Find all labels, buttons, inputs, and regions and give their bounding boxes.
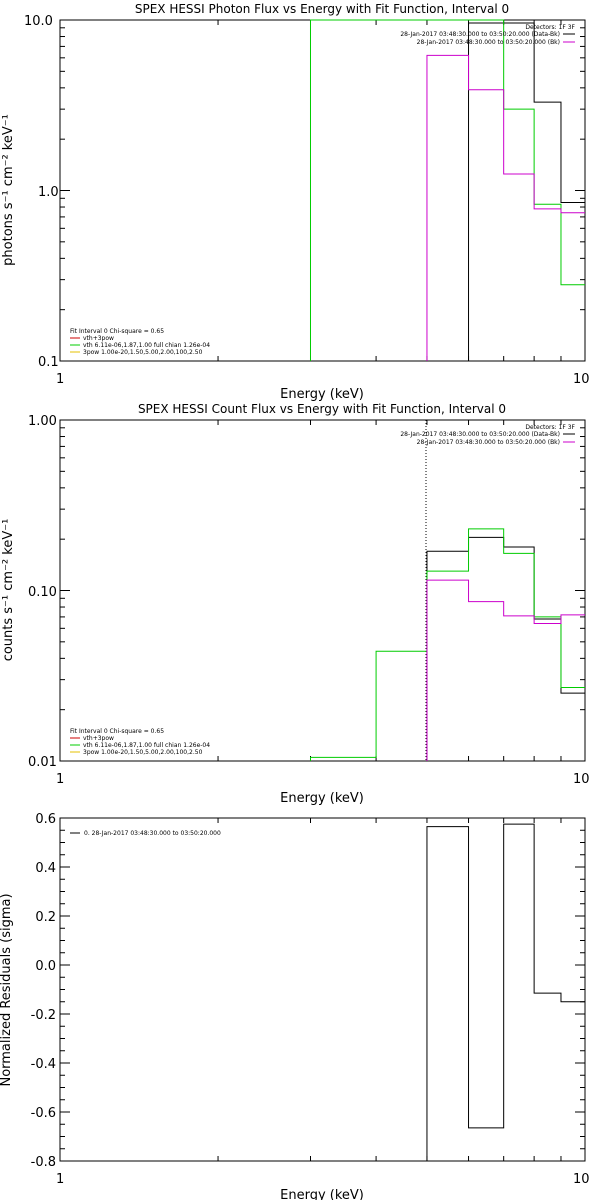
photon-ytick-1: 1.0: [38, 185, 59, 200]
count-ytick-1: 0.10: [28, 585, 57, 600]
photon-y-axis-label: photons s⁻¹ cm⁻² keV⁻¹: [1, 114, 16, 266]
count-x-axis-label: Energy (keV): [280, 791, 364, 806]
residuals-ytick-labels: -0.8 -0.6 -0.4 -0.2 0.0 0.2 0.4 0.6: [31, 812, 56, 1170]
residuals-legend-entry: 0. 28-Jan-2017 03:48:30.000 to 03:50:20.…: [84, 830, 221, 837]
count-y-axis-label: counts s⁻¹ cm⁻² keV⁻¹: [1, 519, 16, 662]
residuals-ytick: -0.2: [31, 1008, 56, 1023]
photon-fit-entry-total: vth+3pow: [83, 335, 114, 342]
count-legend-entry-bk: 28-Jan-2017 03:48:30.000 to 03:50:20.000…: [417, 439, 560, 446]
residuals-xtick-0: 1: [56, 1172, 64, 1187]
residuals-ytick: 0.2: [35, 910, 56, 925]
series-line-1: [309, 19, 585, 361]
count-fit-entry-3pow: 3pow 1.00e-20,1.50,5.00,2.00,100,2.50: [83, 749, 203, 756]
residuals-ytick: -0.6: [31, 1106, 56, 1121]
series-line-1: [309, 528, 585, 761]
count-fit-legend: Fit Interval 0 Chi-square = 0.65 vth+3po…: [70, 728, 210, 756]
count-top-legend: Detectors: 1F 3F 28-Jan-2017 03:48:30.00…: [400, 424, 575, 446]
photon-fit-entry-3pow: 3pow 1.00e-20,1.50,5.00,2.00,100,2.50: [83, 349, 203, 356]
residuals-panel: -0.8 -0.6 -0.4 -0.2 0.0 0.2 0.4 0.6 1 10 Energy…: [0, 812, 590, 1200]
residuals-ytick: -0.4: [31, 1057, 56, 1072]
count-series-group: [309, 528, 585, 761]
count-xtick-1: 10: [573, 772, 590, 787]
count-ytick-2: 1.00: [28, 414, 57, 429]
series-line-2: [426, 579, 585, 761]
photon-fit-legend: Fit Interval 0 Chi-square = 0.65 vth+3po…: [70, 328, 210, 356]
photon-grid-ticks: [60, 20, 585, 362]
count-panel-title: SPEX HESSI Count Flux vs Energy with Fit…: [138, 402, 506, 416]
residuals-legend: 0. 28-Jan-2017 03:48:30.000 to 03:50:20.…: [70, 830, 221, 837]
photon-legend-header: Detectors: 1F 3F: [525, 24, 575, 31]
residuals-plot-frame: [59, 817, 586, 1162]
count-ytick-0: 0.01: [28, 755, 57, 770]
residuals-series-group: [426, 823, 585, 1161]
photon-fit-header: Fit Interval 0 Chi-square = 0.65: [70, 328, 164, 335]
count-xtick-0: 1: [56, 772, 64, 787]
photon-xtick-1: 10: [573, 372, 590, 387]
count-fit-entry-total: vth+3pow: [83, 735, 114, 742]
count-legend-entry-data: 28-Jan-2017 03:48:30.000 to 03:50:20.000…: [400, 431, 560, 438]
photon-xtick-0: 1: [56, 372, 64, 387]
series-line-0: [468, 22, 586, 361]
photon-legend-entry-bk: 28-Jan-2017 03:48:30.000 to 03:50:20.000…: [417, 39, 560, 46]
residuals-ytick: -0.8: [31, 1155, 56, 1170]
photon-top-legend: Detectors: 1F 3F 28-Jan-2017 03:48:30.00…: [400, 24, 575, 46]
residuals-ytick: 0.6: [35, 812, 56, 827]
count-fit-header: Fit Interval 0 Chi-square = 0.65: [70, 728, 164, 735]
count-flux-panel: SPEX HESSI Count Flux vs Energy with Fit…: [1, 402, 590, 806]
count-legend-header: Detectors: 1F 3F: [525, 424, 575, 431]
photon-ytick-0: 0.1: [38, 355, 59, 370]
count-fit-entry-vth: vth 6.11e-06,1.87,1.00 full chian 1.26e-…: [83, 742, 210, 749]
residuals-grid-ticks: [60, 817, 585, 1162]
photon-legend-entry-data: 28-Jan-2017 03:48:30.000 to 03:50:20.000…: [400, 31, 560, 38]
count-grid-ticks: [60, 420, 585, 762]
photon-panel-title: SPEX HESSI Photon Flux vs Energy with Fi…: [135, 2, 509, 16]
photon-plot-frame: [59, 19, 586, 362]
count-plot-frame: [59, 419, 586, 762]
residuals-y-axis-label: Normalized Residuals (sigma): [0, 893, 14, 1086]
photon-series-group: [309, 19, 586, 361]
photon-flux-panel: SPEX HESSI Photon Flux vs Energy with Fi…: [1, 2, 590, 402]
photon-x-axis-label: Energy (keV): [280, 387, 364, 402]
photon-ytick-2: 10.0: [24, 14, 53, 29]
series-line-0: [426, 823, 585, 1161]
photon-fit-entry-vth: vth 6.11e-06,1.87,1.00 full chian 1.26e-…: [83, 342, 210, 349]
residuals-x-axis-label: Energy (keV): [280, 1188, 364, 1200]
series-line-2: [426, 54, 585, 361]
residuals-xtick-1: 10: [573, 1172, 590, 1187]
residuals-ytick: 0.4: [35, 861, 56, 876]
residuals-ytick: 0.0: [35, 959, 56, 974]
